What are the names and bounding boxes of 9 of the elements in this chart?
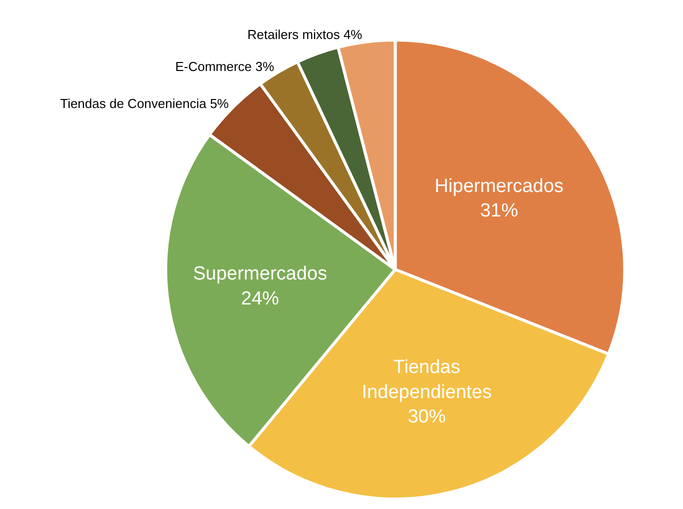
data-label: 31% [480,200,518,222]
slice-label: Retailers mixtos 4% [247,26,363,42]
data-label: 24% [241,288,280,310]
slice-label: Supermercados [192,264,328,285]
slice-label: Hipermercados [434,176,564,198]
slice-label: Tiendas Independientes [362,357,492,403]
slice-label: Tiendas de Conveniencia 5% [60,96,230,111]
slice-label: E-Commerce 3% [175,58,275,74]
data-label: 30% [408,406,446,428]
